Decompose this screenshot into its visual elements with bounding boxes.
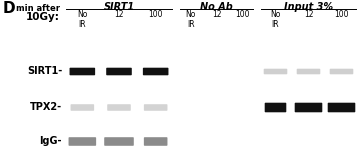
Text: D: D — [3, 1, 16, 16]
Bar — [178, 91, 255, 124]
FancyBboxPatch shape — [330, 69, 353, 74]
FancyBboxPatch shape — [70, 68, 95, 75]
Text: SIRT1-: SIRT1- — [27, 66, 62, 76]
Bar — [255, 125, 259, 158]
FancyBboxPatch shape — [106, 68, 132, 75]
Bar — [255, 54, 259, 89]
Text: min after: min after — [16, 4, 60, 13]
Text: 100: 100 — [235, 10, 249, 19]
Bar — [64, 91, 174, 124]
Text: SIRT1: SIRT1 — [103, 2, 135, 12]
Bar — [259, 54, 358, 89]
Text: 12: 12 — [212, 10, 221, 19]
Text: 12: 12 — [114, 10, 124, 19]
FancyBboxPatch shape — [144, 104, 167, 111]
Bar — [174, 91, 178, 124]
FancyBboxPatch shape — [70, 104, 94, 111]
FancyBboxPatch shape — [69, 137, 96, 146]
Text: Input 3%: Input 3% — [284, 2, 333, 12]
FancyBboxPatch shape — [104, 137, 134, 146]
Bar — [259, 91, 358, 124]
Bar — [178, 125, 255, 158]
Text: No
IR: No IR — [270, 10, 281, 29]
Bar — [259, 125, 358, 158]
Text: 12: 12 — [304, 10, 313, 19]
FancyBboxPatch shape — [295, 103, 322, 112]
Text: 100: 100 — [334, 10, 349, 19]
Bar — [64, 54, 358, 124]
FancyBboxPatch shape — [328, 103, 355, 112]
Bar — [64, 54, 174, 89]
Text: IgG-: IgG- — [40, 137, 62, 146]
Bar — [255, 91, 259, 124]
FancyBboxPatch shape — [264, 69, 287, 74]
Bar — [64, 125, 174, 158]
FancyBboxPatch shape — [143, 68, 168, 75]
FancyBboxPatch shape — [265, 103, 286, 112]
Text: 100: 100 — [148, 10, 163, 19]
Text: 10Gy:: 10Gy: — [26, 12, 60, 22]
Bar — [174, 125, 178, 158]
Text: No
IR: No IR — [77, 10, 87, 29]
Text: TPX2-: TPX2- — [30, 103, 62, 112]
FancyBboxPatch shape — [144, 137, 167, 146]
Text: No
IR: No IR — [185, 10, 196, 29]
FancyBboxPatch shape — [297, 69, 320, 74]
Bar — [178, 54, 255, 89]
Bar — [64, 91, 358, 158]
Bar — [174, 54, 178, 89]
Text: No Ab: No Ab — [200, 2, 233, 12]
FancyBboxPatch shape — [107, 104, 131, 111]
